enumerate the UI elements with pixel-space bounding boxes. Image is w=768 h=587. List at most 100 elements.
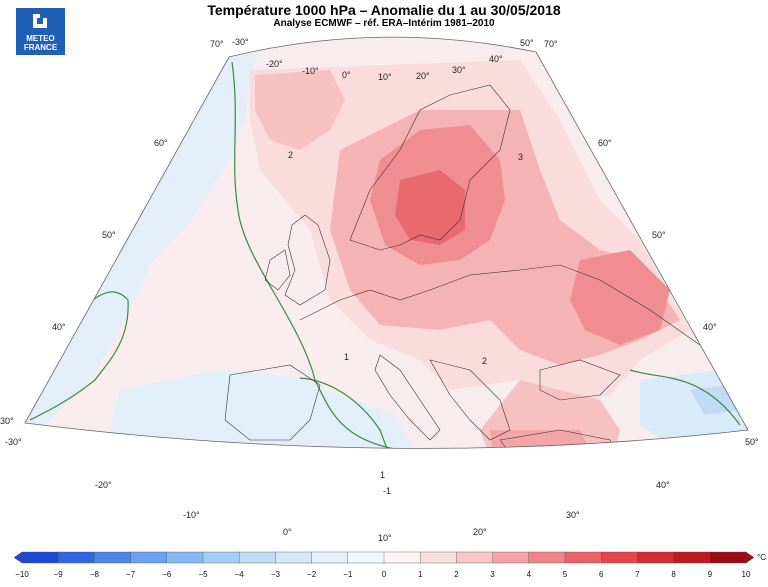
lon-label-top-minus10: -10° [302,66,319,76]
colorbar-segment [492,551,530,564]
colorbar-segment [420,551,458,564]
colorbar-tick-label: 2 [454,570,459,579]
lon-label-minus10: -10° [183,510,200,520]
colorbar-segment [21,551,59,564]
map-title: Température 1000 hPa – Anomalie du 1 au … [207,2,561,18]
colorbar-segment [202,551,240,564]
coast-scandinavia [349,84,511,251]
colorbar-segment [166,551,204,564]
colorbar-segment [564,551,602,564]
colorbar-segment [130,551,168,564]
colorbar-segment [94,551,132,564]
coast-turkey [499,429,621,449]
lon-label-0: 0° [283,527,292,537]
colorbar-tick-label: −5 [198,570,208,579]
colorbar-tick-label: −10 [15,570,29,579]
lat-label-40-left: 40° [52,322,66,332]
lon-label-40: 40° [656,480,670,490]
lon-label-top-10: 10° [378,72,392,82]
lon-label-top-minus20: -20° [266,59,283,69]
colorbar-segment [709,551,747,564]
meteo-france-logo: METEO FRANCE [16,8,65,55]
lon-label-30: 30° [566,510,580,520]
coast-ireland [264,249,291,291]
colorbar-segment [383,551,421,564]
lon-label-top-20: 20° [416,71,430,81]
lon-label-top-0: 0° [342,70,351,80]
coast-balkans [429,359,511,441]
lon-label-top-30: 30° [452,65,466,75]
atlantic-cold-northeast [215,60,252,150]
lat-label-70-left: 70° [210,39,224,49]
lat-label-70-right: 70° [544,39,558,49]
warm-5-region [395,170,465,245]
lon-label-50: 50° [745,437,759,447]
map-frame [24,36,749,449]
coast-italy [374,354,441,441]
colorbar-segment [673,551,711,564]
contour-label-1-med: 1 [380,470,385,480]
north-africa-cold-region [200,455,340,510]
lat-label-40-right: 40° [703,322,717,332]
lat-label-60-left: 60° [154,138,168,148]
colorbar-tick-label: −9 [54,570,64,579]
coast-east-med [619,439,731,449]
lat-label-50-right: 50° [652,230,666,240]
coast-black-sea [539,359,621,401]
colorbar-tick-label: 1 [418,570,423,579]
contour-label-3-russia: 3 [518,152,523,162]
lon-label-top-50: 50° [520,38,534,48]
colorbar-tick-label: 0 [382,570,387,579]
logo-text-line1: METEO [26,34,55,43]
anomaly-colorbar: −10 −9 −8 −7 −6 −5 −4 −3 −2 −1 0 1 2 3 4 5 6 7 8 9 10 °C [13,551,766,579]
colorbar-left-arrow [13,551,23,564]
colorbar-segment [637,551,675,564]
colorbar-segment [601,551,639,564]
colorbar-tick-label: −1 [343,570,353,579]
anomaly-map: 70° 60° 50° 40° 30° 70° 60° 50° 40° -30°… [0,36,759,543]
colorbar-tick-label: 10 [742,570,751,579]
lat-label-30-left: 30° [0,416,14,426]
colorbar-segments [13,551,755,564]
lat-label-60-right: 60° [598,138,612,148]
lon-label-minus20: -20° [95,480,112,490]
coast-north-africa [200,455,520,510]
colorbar-tick-labels: −10 −9 −8 −7 −6 −5 −4 −3 −2 −1 0 1 2 3 4 5 6 7 8 9 10 [15,570,751,579]
map-subtitle: Analyse ECMWF – réf. ERA–Intérim 1981–20… [273,18,495,29]
colorbar-tick-label: 9 [708,570,713,579]
colorbar-unit-label: °C [757,553,766,562]
warm-east-4-region [570,250,670,345]
colorbar-segment [58,551,96,564]
zero-contour-atlantic [231,61,401,449]
colorbar-tick-label: 6 [599,570,604,579]
colorbar-tick-label: −8 [90,570,100,579]
colorbar-segment [456,551,494,564]
lon-label-top-40: 40° [489,54,503,64]
contour-label-minus1-africa: -1 [383,486,391,496]
zero-contour-east [629,369,741,426]
lat-label-50-left: 50° [102,230,116,240]
warm-turkey-core [560,450,605,485]
zero-contour-west [29,291,129,421]
colorbar-segment [238,551,277,564]
warm-turkey-region [490,430,600,449]
colorbar-tick-label: 4 [527,570,532,579]
coast-britain [284,214,331,306]
lon-label-10: 10° [378,533,392,543]
colorbar-tick-label: 3 [490,570,495,579]
colorbar-tick-label: −2 [307,570,317,579]
contour-label-2-atlantic: 2 [288,150,293,160]
zero-contour-med [299,377,421,449]
lon-label-minus30: -30° [5,437,22,447]
lon-label-top-minus30: -30° [232,37,249,47]
colorbar-right-arrow [745,551,755,564]
logo-text-line2: FRANCE [23,43,58,52]
warm-britain-region [255,70,345,150]
coast-continent [299,264,701,346]
colorbar-segment [311,551,349,564]
colorbar-segment [275,551,313,564]
colorbar-tick-label: 8 [671,570,676,579]
colorbar-segment [347,551,385,564]
colorbar-segment [528,551,566,564]
contour-label-1-france: 1 [344,352,349,362]
